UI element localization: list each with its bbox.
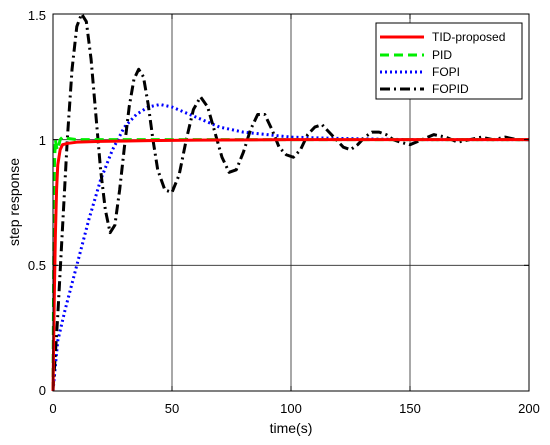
y-tick-label: 1.5 <box>28 8 46 23</box>
x-tick-label: 50 <box>165 401 179 416</box>
legend-label: FOPI <box>432 65 460 79</box>
series-line-fopi <box>51 102 529 392</box>
x-tick-label: 150 <box>399 401 421 416</box>
y-tick-label: 0 <box>39 383 46 398</box>
legend-label: FOPID <box>432 82 469 96</box>
x-axis-title: time(s) <box>270 420 313 436</box>
x-tick-label: 200 <box>518 401 540 416</box>
y-tick-label: 0.5 <box>28 258 46 273</box>
series-line-tid-proposed <box>51 138 529 392</box>
y-tick-label: 1 <box>39 133 46 148</box>
series-line-fopid <box>51 12 529 392</box>
legend: TID-proposed PID FOPI FOPID <box>375 22 523 100</box>
legend-label: TID-proposed <box>432 30 505 44</box>
x-tick-label: 100 <box>280 401 302 416</box>
legend-label: PID <box>432 48 452 62</box>
axis-ticks <box>52 13 530 392</box>
x-tick-label: 0 <box>49 401 56 416</box>
y-axis-title: step response <box>6 158 22 246</box>
series-layer <box>51 12 529 392</box>
